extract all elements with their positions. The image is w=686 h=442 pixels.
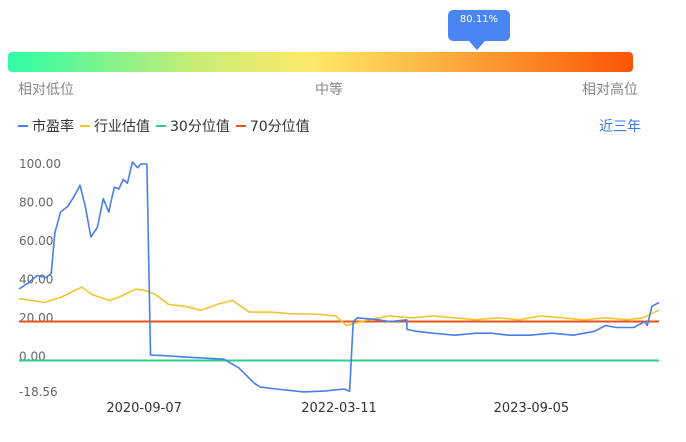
gauge-low-label: 相对低位 [18,82,74,98]
legend-swatch-p70 [235,125,246,127]
x-tick-label: 2023-09-05 [494,401,570,416]
pe-series-line [18,161,660,393]
y-tick-label: 60.00 [19,234,53,248]
legend-label-pe: 市盈率 [32,119,74,135]
legend-label-p70: 70分位值 [249,119,310,135]
legend-item-pe[interactable]: 市盈率 [18,116,74,136]
percentile-tooltip: 80.11% [448,10,510,41]
percentile-value: 80.11% [459,14,499,25]
industry-series-line [18,286,660,327]
legend-label-industry: 行业估值 [94,119,150,135]
x-tick-label: 2022-03-11 [301,401,377,416]
x-tick-label: 2020-09-07 [106,401,182,416]
legend-item-p70[interactable]: 70分位值 [235,116,310,136]
y-tick-label: 80.00 [19,195,53,209]
legend-swatch-pe [18,125,28,127]
tooltip-arrow [469,41,485,50]
valuation-gauge-bar [8,52,633,72]
y-tick-label: -18.56 [19,385,58,399]
y-tick-label: 40.00 [19,272,53,286]
chart-legend: 市盈率 行业估值 30分位值 70分位值 [18,116,316,136]
range-selector-button[interactable]: 近三年 [599,119,641,135]
gauge-mid-label: 中等 [315,82,343,98]
y-tick-label: 20.00 [19,311,53,325]
legend-item-industry[interactable]: 行业估值 [80,116,150,136]
legend-item-p30[interactable]: 30分位值 [156,116,230,136]
legend-swatch-industry [80,125,90,127]
legend-swatch-p30 [156,125,166,127]
legend-label-p30: 30分位值 [170,119,230,135]
gauge-high-label: 相对高位 [582,82,638,98]
y-tick-label: 100.00 [19,157,61,171]
